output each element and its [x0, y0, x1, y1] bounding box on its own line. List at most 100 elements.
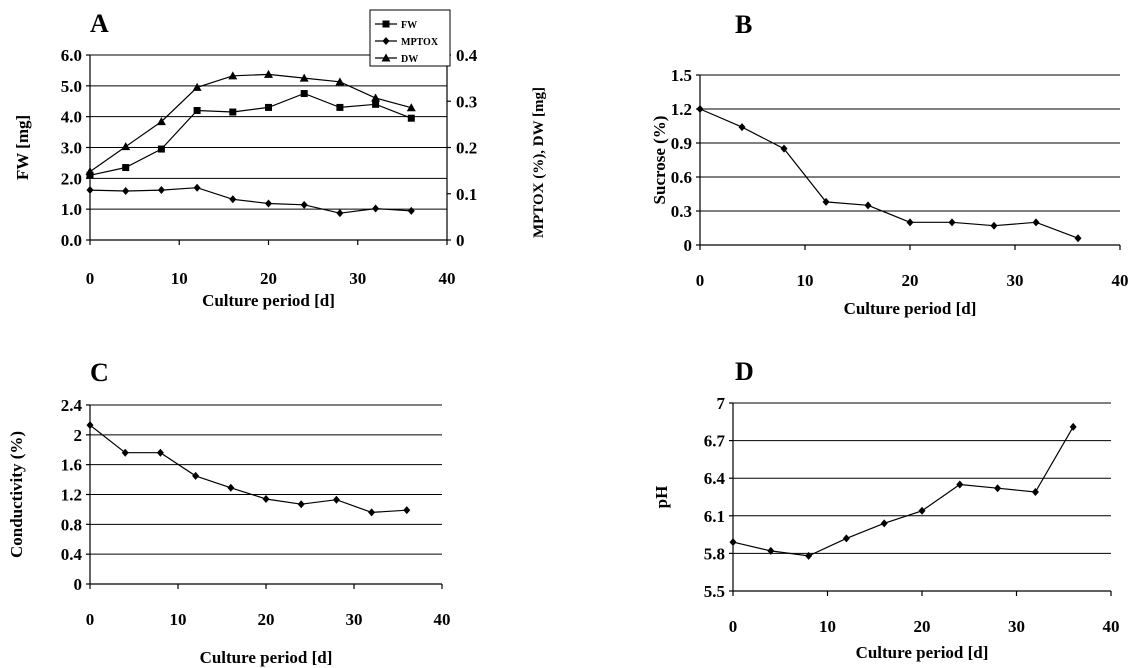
x-tick-label: 0 — [696, 271, 705, 290]
y-tick-label: 0.4 — [61, 545, 83, 564]
series-point — [918, 506, 926, 515]
x-tick-label: 0 — [86, 610, 95, 629]
x-tick-label: 20 — [258, 610, 275, 629]
x-tick-label: 10 — [171, 269, 188, 288]
legend-marker — [382, 20, 390, 28]
series-point — [297, 500, 305, 509]
series-point — [864, 201, 872, 210]
series-point — [948, 218, 956, 227]
fw-line — [89, 92, 412, 176]
dw-point — [121, 142, 131, 151]
x-tick-label: 30 — [1007, 271, 1024, 290]
y-tick-label: 5.8 — [704, 544, 725, 563]
mptox-point — [407, 206, 415, 215]
x-tick-label: 10 — [797, 271, 814, 290]
legend: FW MPTOX DW — [369, 9, 451, 67]
series-point — [767, 546, 775, 555]
y-tick-label: 0.8 — [61, 515, 82, 534]
x-tick-label: 20 — [902, 271, 919, 290]
y2-tick-label: 0 — [456, 231, 465, 250]
mptox-point — [300, 200, 308, 209]
y-tick-label: 0.3 — [671, 202, 692, 221]
x-tick-label: 0 — [86, 269, 95, 288]
y-tick-label: 1.5 — [671, 66, 692, 85]
panel-b: B 0 0.3 0.6 0.9 1.2 1.5 0 10 20 30 40 Culture period… — [650, 10, 1129, 318]
dw-point — [192, 82, 202, 91]
panel-letter: A — [90, 9, 109, 38]
series-point — [1074, 234, 1082, 243]
x-axis-title: Culture period [d] — [202, 291, 335, 310]
mptox-point — [122, 186, 130, 195]
fw-point — [372, 100, 380, 108]
series-point — [156, 448, 164, 457]
fw-point — [193, 107, 201, 114]
fw-point — [300, 90, 308, 98]
mptox-point — [193, 183, 201, 192]
series-point — [842, 534, 850, 543]
x-tick-label: 30 — [346, 610, 363, 629]
x-tick-label: 10 — [170, 610, 187, 629]
panel-letter: B — [735, 10, 752, 39]
fw-point — [86, 171, 94, 179]
fw-point — [122, 164, 130, 172]
series-line — [89, 424, 407, 514]
x-tick-label: 40 — [439, 269, 456, 288]
dw-point — [299, 73, 309, 82]
y-tick-label: 6.7 — [704, 432, 726, 451]
y-tick-label: 1.2 — [61, 486, 82, 505]
series-line — [699, 108, 1079, 239]
series-point — [332, 495, 340, 504]
y-axis-title: pH — [652, 486, 671, 509]
dw-point — [264, 69, 273, 78]
fw-point — [265, 103, 272, 111]
legend-marker — [382, 37, 390, 45]
y2-axis-title: MPTOX (%), DW [mg] — [531, 87, 547, 238]
y-axis-title: Conductivity (%) — [7, 431, 26, 558]
series-point — [880, 519, 888, 528]
mptox-point — [86, 186, 94, 195]
series-point — [227, 483, 235, 492]
y-tick-label: 2.0 — [61, 169, 82, 188]
mptox-point — [229, 195, 237, 204]
y2-tick-label: 0.2 — [456, 139, 477, 158]
x-tick-label: 40 — [1112, 271, 1129, 290]
x-axis-title: Culture period [d] — [200, 648, 333, 667]
series-point — [262, 494, 270, 503]
legend-entry: MPTOX — [401, 37, 439, 48]
fw-point — [229, 108, 237, 116]
series-point — [990, 221, 998, 230]
x-tick-label: 30 — [1008, 617, 1025, 636]
y-tick-label: 7 — [717, 394, 726, 413]
dw-point — [228, 71, 238, 80]
mptox-point — [157, 186, 165, 195]
series-point — [86, 421, 94, 430]
y-tick-label: 1.0 — [61, 200, 82, 219]
x-tick-label: 0 — [729, 617, 738, 636]
y-tick-label: 0 — [684, 236, 693, 255]
y-tick-label: 2.4 — [61, 396, 83, 415]
series-point — [403, 506, 411, 515]
panel-c: C 0 0.4 0.8 1.2 1.6 2 2.4 0 10 20 30 40 Culture perio… — [7, 358, 451, 667]
series-point — [121, 448, 129, 457]
series-point — [780, 144, 788, 153]
y2-tick-label: 0.3 — [456, 92, 477, 111]
series-point — [1032, 218, 1040, 227]
series-point — [729, 538, 737, 547]
x-axis-title: Culture period [d] — [844, 299, 977, 318]
y-tick-label: 4.0 — [61, 108, 82, 127]
mptox-point — [336, 209, 344, 218]
x-tick-label: 40 — [1103, 617, 1120, 636]
panel-letter: D — [735, 357, 754, 386]
x-tick-label: 20 — [914, 617, 931, 636]
x-tick-label: 10 — [819, 617, 836, 636]
y-tick-label: 0.9 — [671, 134, 692, 153]
dw-point — [335, 77, 345, 86]
y-tick-label: 5.0 — [61, 77, 82, 96]
mptox-line — [89, 187, 412, 214]
legend-box — [369, 9, 451, 67]
series-point — [822, 197, 830, 206]
dw-line — [89, 73, 412, 173]
mptox-point — [372, 204, 380, 213]
y-tick-label: 2 — [74, 426, 83, 445]
series-point — [906, 218, 914, 227]
